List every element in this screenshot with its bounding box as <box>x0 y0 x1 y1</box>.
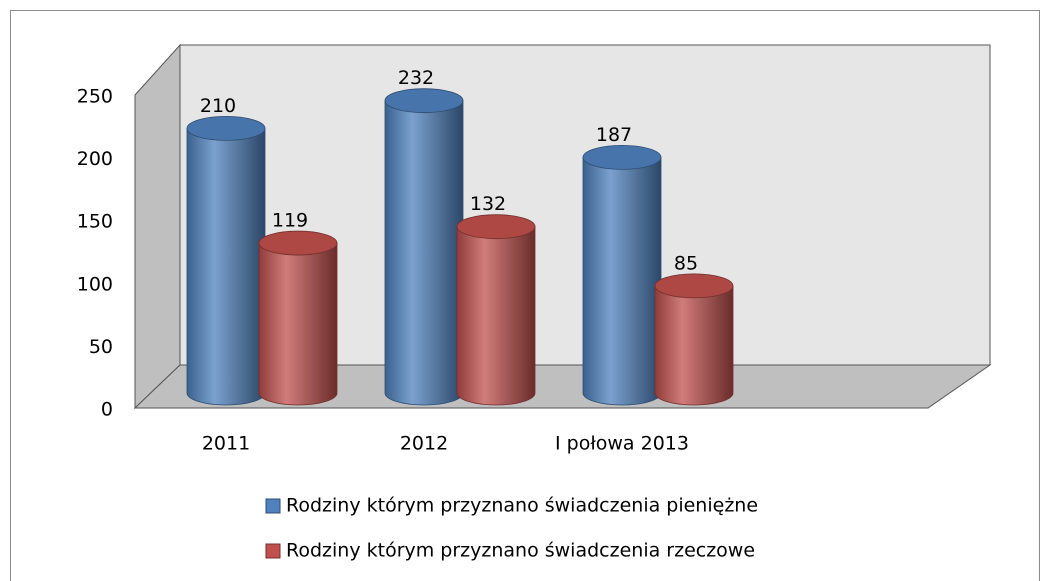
floor <box>133 364 992 409</box>
left-wall <box>134 43 181 410</box>
x-tick-label: 2012 <box>400 433 448 455</box>
data-label: 85 <box>674 252 698 274</box>
bar-body <box>654 285 734 406</box>
bar <box>258 230 338 406</box>
y-tick-label: 0 <box>101 399 113 421</box>
data-label: 210 <box>200 95 236 117</box>
x-tick-label: I połowa 2013 <box>555 433 689 455</box>
bar-top <box>258 230 338 256</box>
bar-body <box>456 226 536 406</box>
data-label: 119 <box>272 210 308 232</box>
bar <box>456 214 536 406</box>
bar-body <box>384 100 464 406</box>
bar <box>186 115 266 406</box>
legend-label: Rodziny którym przyznano świadczenia pie… <box>286 495 758 517</box>
bar-body <box>258 242 338 406</box>
x-tick-label: 2011 <box>202 433 250 455</box>
bar-top <box>384 88 464 114</box>
y-tick-label: 200 <box>77 148 113 170</box>
data-label: 232 <box>398 67 434 89</box>
legend-swatch <box>265 543 281 559</box>
bar-top <box>654 273 734 299</box>
bar <box>654 273 734 406</box>
bar <box>384 88 464 406</box>
y-tick-label: 250 <box>77 86 113 108</box>
bar-top <box>186 115 266 141</box>
bar-top <box>582 144 662 170</box>
bar-body <box>186 128 266 406</box>
y-tick-label: 150 <box>77 211 113 233</box>
data-label: 187 <box>596 124 632 146</box>
legend-swatch <box>265 498 281 514</box>
bar-body <box>582 156 662 406</box>
bar <box>582 144 662 406</box>
y-tick-label: 50 <box>89 336 113 358</box>
bar-top <box>456 214 536 240</box>
legend-label: Rodziny którym przyznano świadczenia rze… <box>286 540 755 562</box>
y-tick-label: 100 <box>77 273 113 295</box>
data-label: 132 <box>470 193 506 215</box>
